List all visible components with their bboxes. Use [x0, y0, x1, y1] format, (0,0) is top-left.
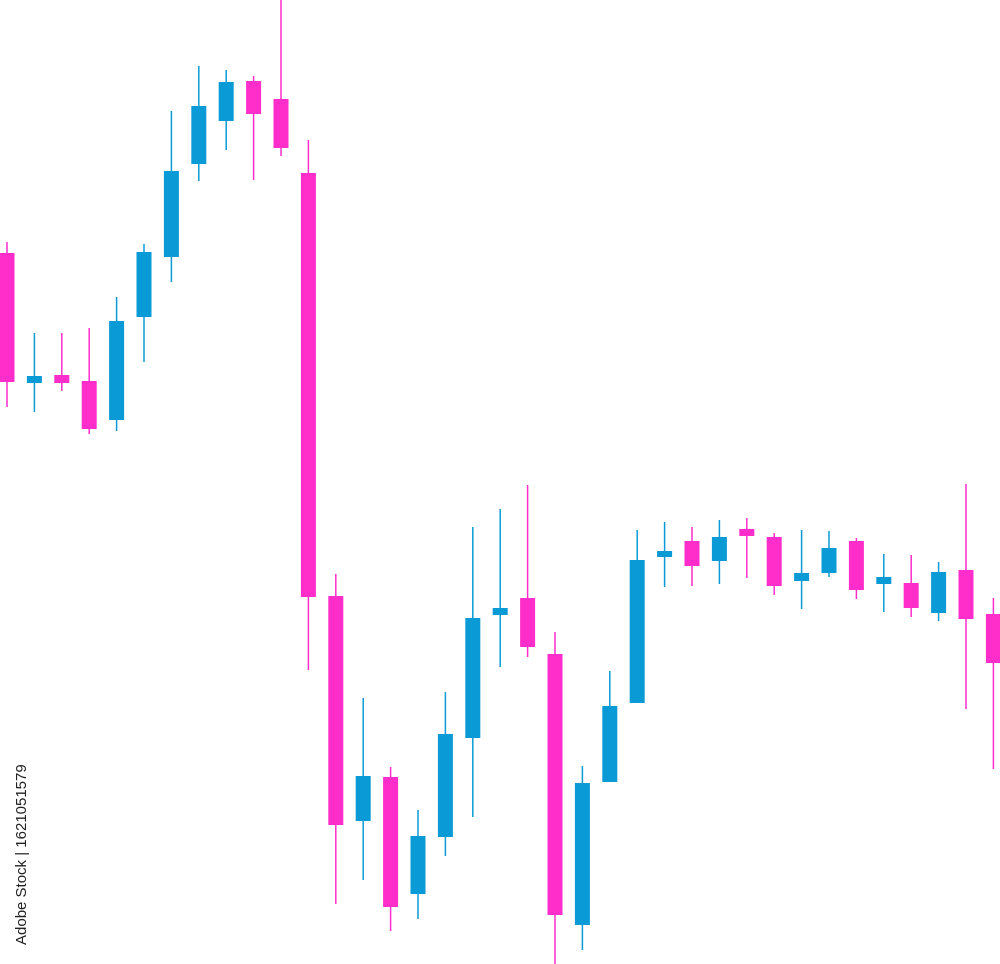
candle-body — [821, 548, 837, 573]
candle-body — [300, 173, 316, 597]
candle-body — [739, 529, 755, 536]
candle-body — [602, 706, 618, 782]
candle-body — [876, 577, 892, 584]
candle-body — [958, 570, 974, 619]
candle-body — [273, 99, 289, 148]
candle-body — [520, 598, 536, 647]
candle-body — [657, 551, 673, 557]
candle-body — [54, 375, 70, 383]
candle-body — [492, 608, 508, 615]
candle-body — [985, 614, 1000, 663]
candle-body — [26, 376, 42, 383]
candle-body — [931, 572, 947, 613]
candle-body — [163, 171, 179, 257]
candle-body — [437, 734, 453, 837]
candle-body — [0, 253, 15, 382]
candle-body — [328, 596, 344, 825]
candle-body — [81, 381, 97, 429]
candle-body — [629, 560, 645, 703]
candle-body — [109, 321, 125, 420]
candle-body — [465, 618, 481, 738]
candle-body — [136, 252, 152, 317]
candle-body — [903, 583, 919, 608]
candle-body — [246, 81, 262, 114]
candle-body — [711, 537, 727, 561]
candle-body — [410, 836, 426, 894]
candle-body — [355, 776, 371, 821]
watermark: Adobe Stock | 1621051579 — [13, 764, 30, 945]
candle-body — [383, 777, 399, 907]
candle-body — [766, 537, 782, 586]
candle-body — [191, 106, 207, 164]
candle-body — [848, 541, 864, 590]
candle-body — [547, 654, 563, 915]
candle-body — [794, 573, 810, 581]
candle-body — [218, 82, 234, 121]
candle-body — [684, 541, 700, 566]
candle-body — [574, 783, 590, 925]
